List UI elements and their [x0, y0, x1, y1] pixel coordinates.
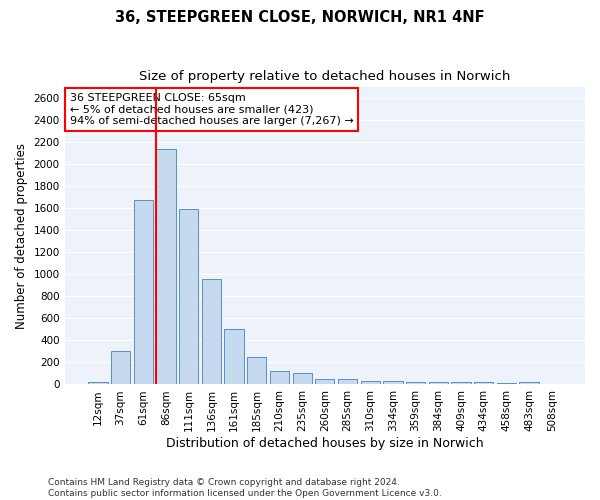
X-axis label: Distribution of detached houses by size in Norwich: Distribution of detached houses by size …: [166, 437, 484, 450]
Bar: [293, 374, 312, 384]
Bar: [338, 379, 357, 384]
Bar: [383, 381, 403, 384]
Y-axis label: Number of detached properties: Number of detached properties: [15, 142, 28, 328]
Title: Size of property relative to detached houses in Norwich: Size of property relative to detached ho…: [139, 70, 511, 83]
Text: 36 STEEPGREEN CLOSE: 65sqm
← 5% of detached houses are smaller (423)
94% of semi: 36 STEEPGREEN CLOSE: 65sqm ← 5% of detac…: [70, 93, 353, 126]
Bar: [474, 382, 493, 384]
Bar: [202, 278, 221, 384]
Text: Contains HM Land Registry data © Crown copyright and database right 2024.
Contai: Contains HM Land Registry data © Crown c…: [48, 478, 442, 498]
Bar: [315, 379, 334, 384]
Text: 36, STEEPGREEN CLOSE, NORWICH, NR1 4NF: 36, STEEPGREEN CLOSE, NORWICH, NR1 4NF: [115, 10, 485, 25]
Bar: [270, 371, 289, 384]
Bar: [361, 381, 380, 384]
Bar: [111, 352, 130, 384]
Bar: [520, 382, 539, 384]
Bar: [88, 382, 107, 384]
Bar: [451, 382, 470, 384]
Bar: [157, 148, 176, 384]
Bar: [406, 382, 425, 384]
Bar: [247, 357, 266, 384]
Bar: [179, 210, 199, 384]
Bar: [428, 382, 448, 384]
Bar: [224, 329, 244, 384]
Bar: [134, 200, 153, 384]
